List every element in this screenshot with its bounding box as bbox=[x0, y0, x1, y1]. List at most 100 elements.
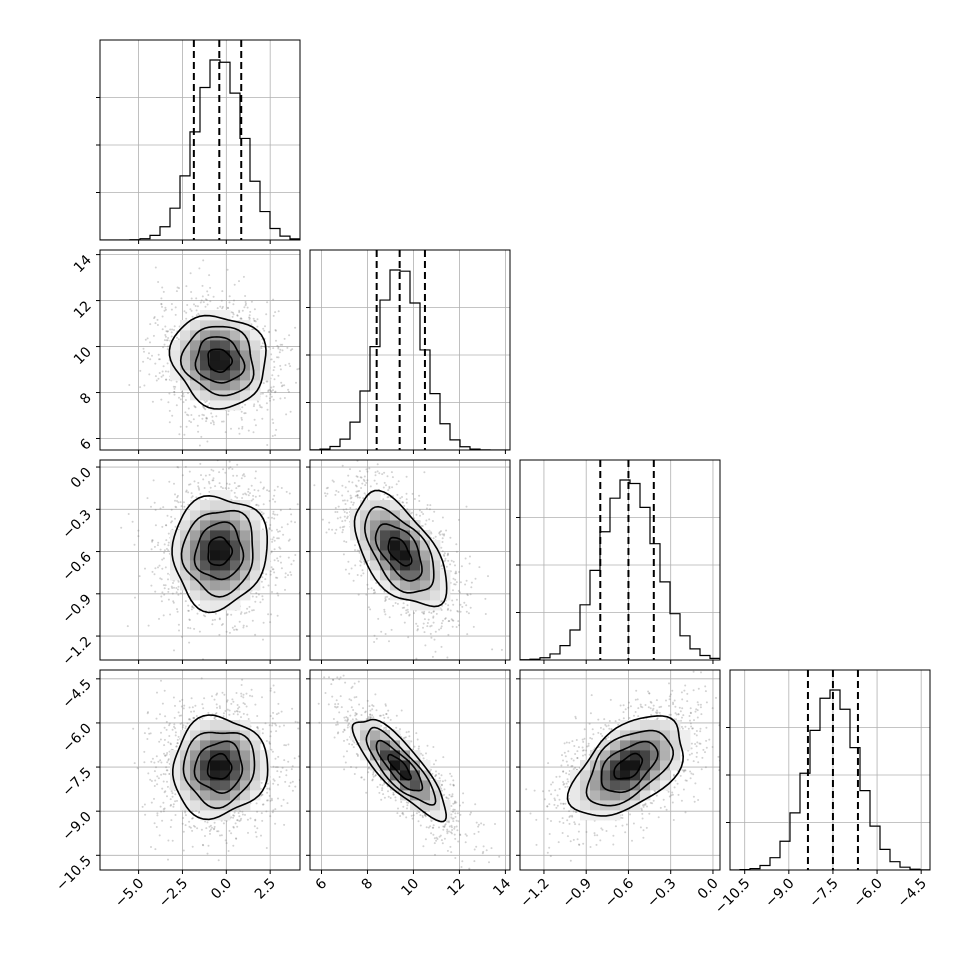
sample-point bbox=[188, 820, 191, 823]
sample-point bbox=[327, 455, 329, 457]
sample-point bbox=[271, 591, 273, 593]
density-cell bbox=[370, 500, 381, 511]
sample-point bbox=[230, 311, 233, 314]
sample-point bbox=[359, 476, 362, 479]
sample-point bbox=[432, 615, 435, 618]
density-cell bbox=[230, 550, 241, 561]
sample-point bbox=[191, 810, 194, 812]
sample-point bbox=[221, 305, 224, 308]
density-cell bbox=[250, 540, 261, 551]
sample-point bbox=[161, 525, 164, 528]
sample-point bbox=[290, 573, 293, 576]
sample-point bbox=[274, 391, 276, 394]
sample-point bbox=[326, 486, 329, 489]
sample-point bbox=[150, 548, 153, 551]
sample-point bbox=[325, 487, 328, 490]
density-cell bbox=[250, 550, 261, 561]
sample-point bbox=[265, 395, 268, 398]
sample-point bbox=[134, 596, 136, 599]
sample-point bbox=[465, 505, 468, 508]
sample-point bbox=[403, 504, 406, 507]
sample-point bbox=[271, 540, 274, 543]
panel-frame bbox=[309, 459, 511, 661]
sample-point bbox=[440, 546, 443, 549]
sample-point bbox=[176, 608, 178, 611]
sample-point bbox=[458, 571, 461, 573]
sample-point bbox=[230, 816, 233, 819]
density-cell bbox=[250, 560, 261, 571]
sample-point bbox=[276, 513, 279, 516]
sample-point bbox=[165, 378, 167, 381]
sample-point bbox=[262, 487, 265, 490]
density-cell bbox=[430, 560, 441, 571]
sample-point bbox=[435, 612, 438, 615]
sample-point bbox=[189, 627, 192, 630]
sample-point bbox=[259, 601, 262, 604]
sample-point bbox=[204, 474, 207, 477]
density-cell bbox=[390, 560, 401, 571]
sample-point bbox=[277, 374, 280, 377]
density-cell bbox=[210, 530, 221, 541]
density-cell bbox=[220, 330, 231, 341]
sample-point bbox=[269, 573, 272, 576]
density-cell bbox=[180, 340, 191, 351]
sample-point bbox=[244, 295, 247, 297]
density-cell bbox=[210, 340, 221, 351]
sample-point bbox=[211, 695, 213, 698]
sample-point bbox=[440, 530, 442, 533]
sample-point bbox=[172, 601, 175, 604]
sample-point bbox=[154, 322, 157, 325]
density-cell bbox=[390, 570, 401, 581]
density-cell bbox=[370, 560, 381, 571]
sample-point bbox=[347, 474, 350, 477]
sample-point bbox=[268, 330, 271, 333]
sample-point bbox=[415, 622, 418, 625]
sample-point bbox=[243, 475, 246, 478]
sample-point bbox=[187, 407, 190, 410]
sample-point bbox=[257, 727, 259, 730]
sample-point bbox=[210, 457, 212, 459]
sample-point bbox=[214, 612, 217, 615]
sample-point bbox=[240, 477, 243, 480]
sample-point bbox=[428, 508, 431, 511]
sample-point bbox=[166, 339, 169, 342]
sample-point bbox=[198, 267, 201, 270]
density-cell bbox=[420, 540, 431, 551]
sample-point bbox=[244, 301, 247, 303]
sample-point bbox=[290, 563, 293, 566]
sample-point bbox=[246, 306, 249, 309]
density-cell bbox=[250, 570, 261, 581]
sample-point bbox=[87, 419, 89, 421]
sample-point bbox=[276, 576, 279, 579]
sample-point bbox=[254, 470, 257, 473]
sample-point bbox=[269, 393, 272, 396]
sample-point bbox=[441, 619, 444, 622]
sample-point bbox=[241, 678, 244, 681]
sample-point bbox=[283, 397, 286, 399]
sample-point bbox=[151, 540, 154, 543]
sample-point bbox=[166, 348, 169, 351]
sample-point bbox=[487, 575, 489, 578]
sample-point bbox=[147, 772, 150, 775]
sample-point bbox=[342, 553, 345, 556]
density-cell bbox=[250, 330, 261, 341]
sample-point bbox=[457, 518, 460, 521]
y-tick-label: 12 bbox=[71, 298, 95, 322]
sample-point bbox=[162, 584, 165, 587]
sample-point bbox=[341, 526, 344, 529]
sample-point bbox=[273, 513, 276, 516]
sample-point bbox=[190, 414, 193, 416]
sample-point bbox=[236, 819, 239, 822]
density-cell bbox=[400, 510, 411, 521]
sample-point bbox=[378, 472, 381, 475]
sample-point bbox=[208, 473, 211, 476]
sample-point bbox=[199, 301, 202, 304]
density-cell bbox=[200, 590, 211, 601]
sample-point bbox=[230, 489, 233, 492]
sample-point bbox=[174, 306, 177, 309]
sample-point bbox=[401, 501, 404, 504]
density-cell bbox=[230, 330, 241, 341]
density-cell bbox=[220, 530, 231, 541]
density-cell bbox=[170, 370, 181, 381]
sample-point bbox=[227, 457, 229, 459]
